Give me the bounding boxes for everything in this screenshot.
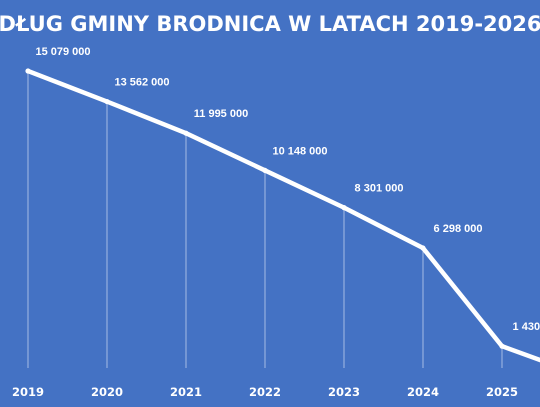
x-tick-2019: 2019	[12, 385, 44, 399]
data-label-2019: 15 079 000	[35, 46, 90, 58]
x-tick-2025: 2025	[486, 385, 518, 399]
data-label-2023: 8 301 000	[355, 183, 404, 195]
data-point-2023	[341, 205, 347, 211]
data-label-2020: 13 562 000	[114, 77, 169, 89]
data-label-2022: 10 148 000	[272, 145, 327, 157]
x-tick-2022: 2022	[249, 385, 281, 399]
x-tick-2023: 2023	[328, 385, 360, 399]
data-point-2025	[499, 343, 505, 349]
x-tick-2021: 2021	[170, 385, 202, 399]
data-point-2022	[262, 167, 268, 174]
chart-title: DŁUG GMINY BRODNICA W LATACH 2019-2026	[0, 12, 540, 36]
vertical-gridlines	[27, 71, 503, 368]
data-label-2021: 11 995 000	[194, 108, 248, 120]
x-tick-2024: 2024	[407, 385, 439, 399]
data-point-2020	[104, 98, 110, 105]
data-point-2021	[183, 130, 189, 136]
data-point-2024	[420, 245, 426, 251]
data-label-2025: 1 430 000	[513, 321, 540, 333]
debt-series-line	[25, 68, 540, 363]
data-point-2019	[25, 68, 31, 74]
series-line-layer	[25, 68, 540, 363]
data-label-2024: 6 298 000	[434, 223, 483, 235]
x-axis-tick-labels: 2019 2020 2021 2022 2023 2024 2025	[12, 385, 518, 399]
data-labels: 15 079 000 13 562 000 11 995 000 10 148 000…	[35, 46, 540, 333]
x-tick-2020: 2020	[91, 385, 123, 399]
